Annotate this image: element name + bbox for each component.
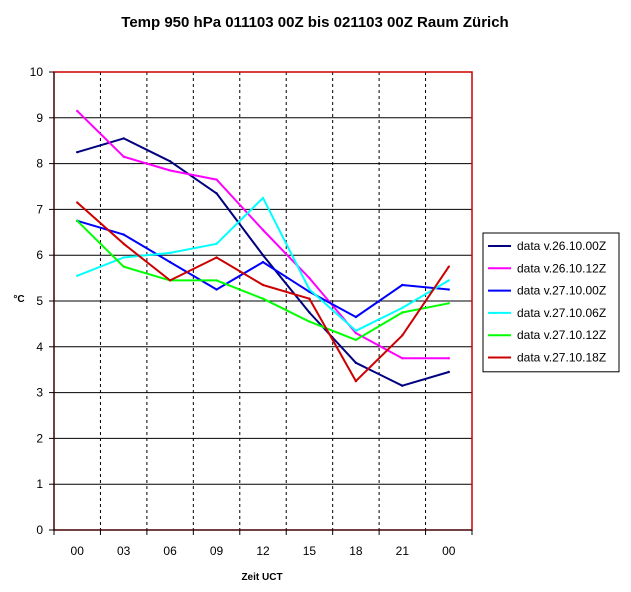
- data-point: [308, 288, 311, 291]
- data-point: [215, 256, 218, 259]
- data-point: [261, 228, 265, 232]
- series-line: [76, 196, 450, 332]
- data-point: [261, 254, 265, 257]
- data-point: [261, 283, 265, 287]
- data-point: [168, 169, 172, 172]
- data-point: [215, 242, 218, 245]
- data-point: [122, 137, 125, 140]
- x-tick-label: 18: [349, 544, 363, 558]
- data-point: [447, 265, 450, 268]
- data-point: [354, 329, 358, 332]
- y-tick-label: 1: [36, 477, 43, 491]
- x-tick-label: 21: [396, 544, 410, 558]
- series-group: [76, 137, 450, 387]
- legend-label: data v.27.10.18Z: [517, 351, 606, 365]
- y-tick-label: 6: [36, 248, 43, 262]
- x-tick-label: 09: [210, 544, 224, 558]
- y-tick-label: 8: [36, 157, 43, 171]
- data-point: [168, 251, 172, 255]
- data-point: [447, 370, 450, 374]
- data-point: [308, 297, 311, 300]
- data-point: [76, 150, 79, 154]
- y-tick-label: 2: [36, 431, 43, 445]
- data-point: [354, 361, 358, 365]
- data-point: [354, 315, 358, 319]
- data-point: [76, 274, 79, 278]
- legend-label: data v.27.10.00Z: [517, 284, 606, 298]
- data-point: [261, 196, 265, 200]
- data-point: [122, 155, 125, 158]
- x-tick-label: 00: [442, 544, 456, 558]
- x-axis-label: Zeit UCT: [241, 572, 282, 583]
- x-tick-label: 15: [303, 544, 317, 558]
- legend-label: data v.27.10.12Z: [517, 328, 606, 342]
- data-point: [261, 260, 265, 264]
- y-tick-label: 5: [36, 294, 43, 308]
- data-point: [401, 283, 404, 287]
- data-point: [76, 219, 79, 223]
- data-point: [122, 256, 125, 259]
- series-layer: [76, 109, 450, 387]
- data-point: [122, 265, 125, 268]
- data-point: [354, 379, 358, 383]
- y-tick-label: 4: [36, 340, 43, 354]
- series-line: [76, 220, 449, 341]
- y-tick-label: 7: [36, 202, 43, 216]
- data-point: [308, 320, 311, 323]
- series-group: [76, 219, 450, 342]
- data-point: [447, 357, 450, 360]
- legend-label: data v.27.10.06Z: [517, 306, 606, 320]
- legend: data v.26.10.00Z data v.26.10.12Z data v.2…: [482, 232, 620, 373]
- legend-label: data v.26.10.12Z: [517, 261, 606, 275]
- data-point: [215, 178, 218, 181]
- data-point: [308, 311, 311, 314]
- x-tick-label: 00: [71, 544, 85, 558]
- data-point: [215, 279, 218, 282]
- data-point: [401, 334, 404, 337]
- legend-box: [482, 232, 620, 373]
- series-line: [76, 110, 449, 360]
- data-point: [122, 242, 125, 245]
- chart-title: Temp 950 hPa 011103 00Z bis 021103 00Z R…: [121, 14, 508, 31]
- data-point: [215, 288, 218, 291]
- y-tick-label: 9: [36, 111, 43, 125]
- x-tick-label: 12: [256, 544, 270, 558]
- data-point: [168, 160, 172, 163]
- y-tick-label: 10: [30, 65, 44, 79]
- data-point: [401, 384, 404, 387]
- data-point: [447, 302, 450, 305]
- data-point: [401, 357, 404, 360]
- x-tick-label: 06: [163, 544, 177, 558]
- data-point: [401, 311, 404, 314]
- data-point: [261, 297, 265, 300]
- legend-label: data v.26.10.00Z: [517, 239, 606, 253]
- series-group: [76, 201, 450, 383]
- data-point: [122, 233, 125, 236]
- series-group: [76, 109, 450, 360]
- data-point: [168, 279, 172, 282]
- data-point: [76, 109, 79, 113]
- data-point: [76, 201, 79, 204]
- y-axis-label: °C: [13, 294, 24, 305]
- y-tick-label: 3: [36, 386, 43, 400]
- data-point: [215, 192, 218, 195]
- data-point: [447, 279, 450, 282]
- data-point: [401, 306, 404, 310]
- data-point: [168, 260, 172, 264]
- series-group: [76, 196, 450, 332]
- data-point: [308, 276, 311, 280]
- data-point: [447, 288, 450, 291]
- y-tick-label: 0: [36, 523, 43, 537]
- series-group: [76, 219, 450, 319]
- x-tick-label: 03: [117, 544, 131, 558]
- data-point: [354, 331, 358, 335]
- data-point: [354, 338, 358, 342]
